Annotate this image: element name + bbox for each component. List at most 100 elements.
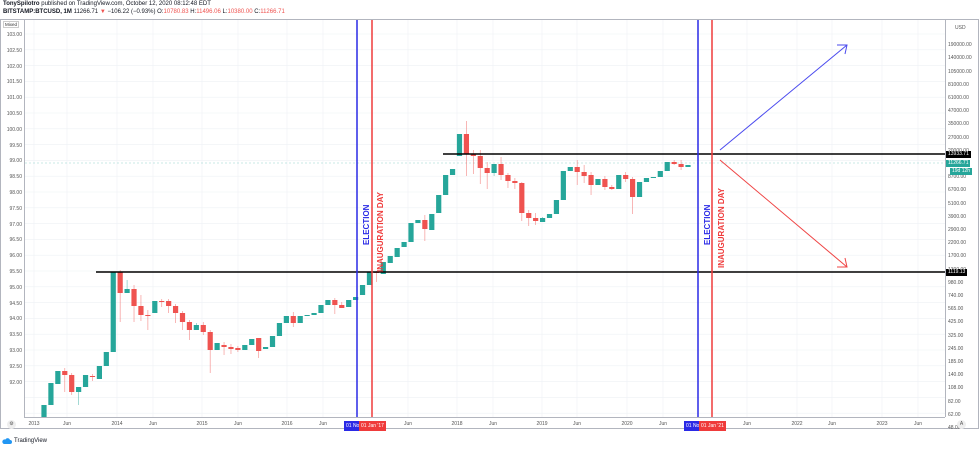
right-axis-tick: 62.00 xyxy=(948,411,961,418)
left-axis-tick: 97.50 xyxy=(9,205,22,212)
publish-info: TonySpilotro published on TradingView.co… xyxy=(3,1,211,7)
left-axis-tick: 96.00 xyxy=(9,253,22,260)
right-axis-tick: 565.00 xyxy=(948,306,964,313)
left-axis-tick: 98.00 xyxy=(9,190,22,196)
tradingview-logo[interactable]: TradingView xyxy=(2,438,47,444)
open-label: O: xyxy=(157,9,164,15)
election-2016-label: ELECTION xyxy=(362,204,371,245)
inauguration-2017-date: 01 Jan '17 xyxy=(359,421,386,431)
time-axis-tick: 2018 xyxy=(451,421,463,427)
low-label: L: xyxy=(222,9,228,15)
right-axis-tick: 48.00 xyxy=(948,425,961,431)
currency-label: USD xyxy=(955,25,966,31)
right-price-axis[interactable] xyxy=(945,19,980,417)
auto-scale-button[interactable]: A xyxy=(957,420,966,429)
author-name[interactable]: TonySpilotro xyxy=(3,1,40,7)
right-axis-tick: 61000.00 xyxy=(948,95,969,101)
election-2020-date: 01 Nov '20 xyxy=(684,421,712,431)
left-axis-tick: 100.50 xyxy=(6,111,22,117)
down-arrow-icon: ▼ xyxy=(99,9,106,15)
right-axis-tick: 325.00 xyxy=(948,332,964,339)
up-arrow xyxy=(719,44,848,151)
high-value: 11496.06 xyxy=(196,9,221,15)
high-label: H: xyxy=(190,9,197,15)
close-value: 11266.71 xyxy=(260,9,285,15)
time-axis-tick: Jun xyxy=(742,421,752,427)
left-axis-tick: 102.00 xyxy=(6,63,22,70)
time-axis-tick: Jun xyxy=(913,421,923,427)
time-axis-tick: 2015 xyxy=(196,421,208,427)
left-price-axis[interactable] xyxy=(0,19,25,417)
left-axis-tick: 97.00 xyxy=(9,221,22,228)
publish-text: published on TradingView.com, October 12… xyxy=(41,1,211,7)
left-axis-tick: 93.50 xyxy=(9,332,22,339)
cloud-icon xyxy=(2,438,12,444)
price-change: −106.22 (−0.93%) xyxy=(107,9,156,15)
right-axis-tick: 82.00 xyxy=(948,398,961,405)
right-axis-tick: 81000.00 xyxy=(948,81,969,88)
right-axis-tick: 1700.00 xyxy=(948,253,967,260)
time-axis-tick: 2023 xyxy=(876,421,888,427)
time-axis-tick: Jun xyxy=(572,421,582,427)
right-axis-tick: 6700.00 xyxy=(948,187,967,194)
left-axis-tick: 99.50 xyxy=(9,142,22,149)
time-axis[interactable] xyxy=(24,417,945,430)
right-axis-tick: 140.00 xyxy=(948,372,964,379)
election-2016-date: 01 Nov '16 xyxy=(344,421,372,431)
right-axis-tick: 108.00 xyxy=(948,385,964,392)
left-axis-tick: 98.50 xyxy=(9,174,22,181)
election-2020-label: ELECTION xyxy=(703,204,712,245)
left-axis-tick: 99.00 xyxy=(9,158,22,165)
current-price-label: 11266.71 xyxy=(946,160,971,167)
inauguration-2021-label: INAUGURATION DAY xyxy=(717,187,726,268)
time-axis-tick: Jun xyxy=(658,421,668,427)
time-axis-tick: Jun xyxy=(403,421,413,427)
grid-lines xyxy=(25,20,945,417)
time-axis-tick: 2013 xyxy=(28,421,40,427)
time-axis-tick: 2019 xyxy=(536,421,548,427)
right-axis-tick: 47000.00 xyxy=(948,108,969,115)
last-price: 11266.71 xyxy=(73,9,99,15)
right-axis-tick: 185.00 xyxy=(948,359,964,365)
scale-mode-button[interactable]: Mixed xyxy=(3,21,20,28)
right-axis-tick: 3900.00 xyxy=(948,213,967,220)
left-axis-tick: 92.50 xyxy=(9,363,22,370)
chart-plot-area[interactable]: ELECTION INAUGURATION DAY ELECTION INAUG… xyxy=(25,20,945,417)
time-axis-tick: Jun xyxy=(62,421,72,427)
right-axis-tick: 425.00 xyxy=(948,319,964,326)
inauguration-2021-date: 01 Jan '21 xyxy=(699,421,726,431)
bar-countdown-label: 19d 12h xyxy=(950,168,973,175)
time-axis-tick: 2016 xyxy=(281,421,293,427)
brand-name: TradingView xyxy=(14,438,48,444)
symbol-name[interactable]: BITSTAMP:BTCUSD, 1M xyxy=(3,9,72,15)
time-axis-tick: Jun xyxy=(148,421,158,427)
left-axis-tick: 95.00 xyxy=(9,284,22,291)
right-axis-tick: 245.00 xyxy=(948,345,964,352)
resistance-price-label: 13933.71 xyxy=(946,151,971,158)
right-axis-tick: 2200.00 xyxy=(948,240,967,247)
inauguration-2017-label: INAUGURATION DAY xyxy=(376,191,385,272)
time-axis-tick: 2022 xyxy=(791,421,803,427)
right-axis-tick: 35000.00 xyxy=(948,121,969,128)
low-value: 10380.00 xyxy=(227,9,253,15)
left-axis-tick: 103.00 xyxy=(6,32,22,38)
time-axis-tick: Jun xyxy=(488,421,498,427)
time-axis-tick: Jun xyxy=(233,421,243,427)
right-axis-tick: 27000.00 xyxy=(948,134,969,141)
right-axis-tick: 740.00 xyxy=(948,293,964,299)
time-axis-tick: 2020 xyxy=(621,421,633,427)
time-axis-tick: 2014 xyxy=(111,421,123,427)
left-axis-tick: 102.50 xyxy=(6,47,22,54)
left-axis-tick: 96.50 xyxy=(9,237,22,244)
right-axis-tick: 105000.00 xyxy=(948,68,972,75)
support-price-label: 1119.13 xyxy=(946,269,968,276)
left-axis-tick: 94.00 xyxy=(9,316,22,323)
right-axis-tick: 2900.00 xyxy=(948,227,967,233)
down-arrow xyxy=(719,159,848,268)
settings-icon: ⚙ xyxy=(9,421,14,427)
left-axis-tick: 94.50 xyxy=(9,300,22,307)
time-axis-tick: Jun xyxy=(318,421,328,427)
right-axis-tick: 980.00 xyxy=(948,279,964,286)
right-axis-tick: 140000.00 xyxy=(948,55,972,62)
goto-date-button[interactable]: ⚙ xyxy=(7,420,16,429)
